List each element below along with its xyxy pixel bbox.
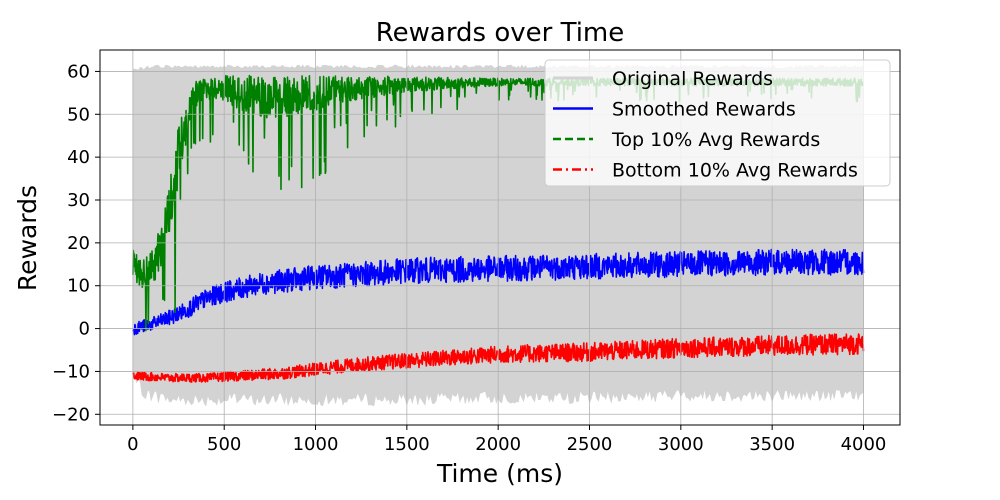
x-axis-ticks: 0 500 1000 1500 2000 2500 3000 3500 4000	[127, 425, 886, 455]
legend-label: Bottom 10% Avg Rewards	[612, 160, 858, 182]
x-tick-label: 1500	[384, 434, 430, 455]
x-tick-label: 0	[127, 434, 138, 455]
legend-label: Top 10% Avg Rewards	[611, 129, 820, 151]
plot-frame	[99, 49, 901, 426]
y-tick-label: 10	[67, 276, 90, 297]
x-axis-label: Time (ms)	[436, 459, 563, 488]
legend: Original Rewards Smoothed Rewards Top 10% …	[544, 59, 891, 187]
y-axis-ticks: −20 −10 0 10 20 30 40 50 60	[52, 61, 100, 425]
legend-label: Original Rewards	[612, 68, 773, 90]
y-tick-label: 50	[67, 104, 90, 125]
legend-item: Original Rewards	[553, 68, 773, 90]
legend-box	[544, 59, 891, 187]
legend-item: Smoothed Rewards	[553, 99, 796, 121]
chart-title: Rewards over Time	[376, 18, 625, 48]
y-tick-label: 30	[67, 190, 90, 211]
x-tick-label: 4000	[841, 434, 887, 455]
x-tick-label: 500	[207, 434, 241, 455]
y-tick-label: −20	[52, 404, 90, 425]
y-tick-label: 20	[67, 233, 90, 254]
legend-item: Top 10% Avg Rewards	[553, 129, 820, 151]
x-tick-label: 2000	[475, 434, 521, 455]
y-tick-label: 60	[67, 61, 90, 82]
x-tick-label: 3500	[749, 434, 795, 455]
x-tick-label: 2500	[567, 434, 613, 455]
y-tick-label: 40	[67, 147, 90, 168]
y-tick-label: −10	[52, 361, 90, 382]
y-tick-label: 0	[79, 319, 90, 340]
y-axis-label: Rewards	[13, 185, 42, 291]
legend-label: Smoothed Rewards	[612, 99, 796, 121]
legend-item: Bottom 10% Avg Rewards	[553, 160, 858, 182]
x-tick-label: 3000	[658, 434, 704, 455]
x-tick-label: 1000	[293, 434, 339, 455]
